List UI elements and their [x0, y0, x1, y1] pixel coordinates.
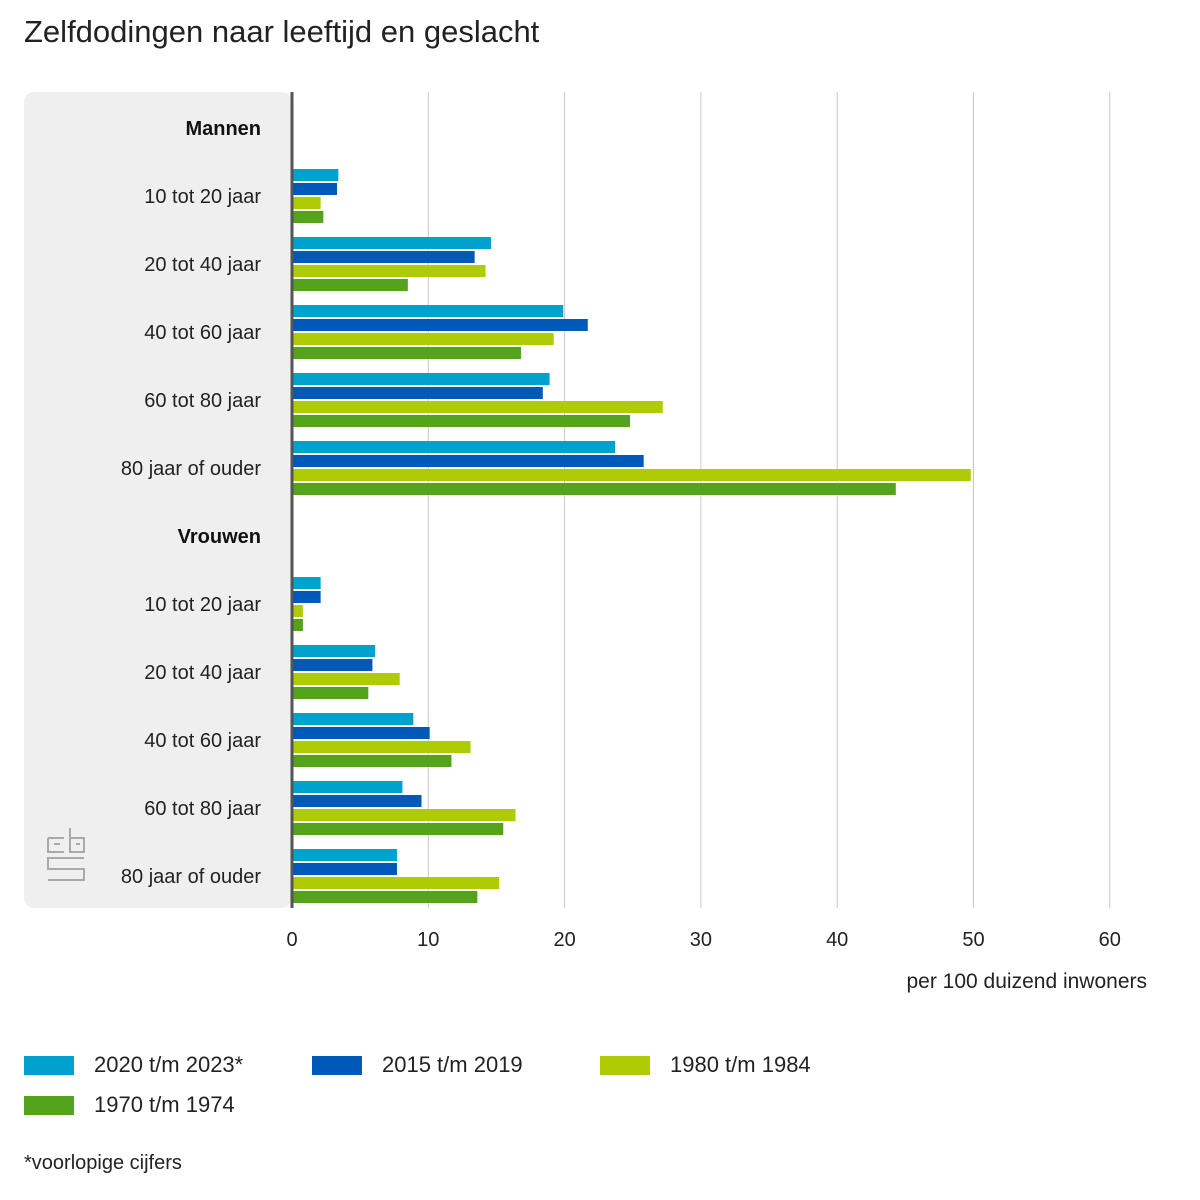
bar-1-1-3: [292, 687, 369, 699]
bar-1-4-2: [292, 877, 500, 889]
legend-label-2: 1980 t/m 1984: [670, 1052, 811, 1077]
label-panel: [24, 92, 292, 908]
bar-0-2-1: [292, 319, 588, 331]
legend-swatch-2: [600, 1055, 650, 1075]
bar-0-3-2: [292, 401, 663, 413]
legend-label-1: 2015 t/m 2019: [382, 1052, 523, 1077]
bar-0-4-0: [292, 441, 616, 453]
legend-label-3: 1970 t/m 1974: [94, 1092, 235, 1117]
bar-0-0-0: [292, 169, 339, 181]
legend-swatch-3: [24, 1095, 74, 1115]
bar-1-4-0: [292, 849, 397, 861]
bar-1-2-0: [292, 713, 414, 725]
bar-0-4-3: [292, 483, 896, 495]
bar-0-2-0: [292, 305, 564, 317]
category-label-1-1: 20 tot 40 jaar: [144, 662, 261, 684]
category-label-1-4: 80 jaar of ouder: [121, 866, 261, 888]
bar-1-4-3: [292, 891, 478, 903]
category-label-0-0: 10 tot 20 jaar: [144, 186, 261, 208]
bar-0-0-2: [292, 197, 321, 209]
bar-0-1-2: [292, 265, 486, 277]
group-label-0: Mannen: [185, 118, 261, 140]
bar-0-1-0: [292, 237, 491, 249]
bar-1-0-1: [292, 591, 321, 603]
x-tick-label-0: 0: [286, 929, 297, 951]
x-tick-label-30: 30: [690, 929, 712, 951]
bar-0-1-1: [292, 251, 475, 263]
x-tick-label-10: 10: [417, 929, 439, 951]
bar-chart: 0 10 20 30 40 50 60 per 100 duizend inwoners Man…: [24, 92, 1148, 993]
bar-1-1-1: [292, 659, 373, 671]
x-tick-label-50: 50: [962, 929, 984, 951]
bar-0-4-2: [292, 469, 971, 481]
category-label-0-3: 60 tot 80 jaar: [144, 390, 261, 412]
bar-1-1-2: [292, 673, 400, 685]
x-tick-label-20: 20: [553, 929, 575, 951]
legend-label-0: 2020 t/m 2023*: [94, 1052, 244, 1077]
bar-1-0-2: [292, 605, 303, 617]
logo-stroke-0: [47, 837, 64, 853]
legend-item-3: 1970 t/m 1974: [24, 1092, 235, 1118]
bar-1-3-0: [292, 781, 403, 793]
group-label-1: Vrouwen: [178, 526, 261, 548]
category-label-0-1: 20 tot 40 jaar: [144, 254, 261, 276]
footnote: *voorlopige cijfers: [24, 1152, 182, 1174]
x-tick-label-60: 60: [1099, 929, 1121, 951]
bar-1-2-1: [292, 727, 430, 739]
x-tick-label-40: 40: [826, 929, 848, 951]
bar-0-3-1: [292, 387, 543, 399]
bar-0-4-1: [292, 455, 644, 467]
bar-0-2-2: [292, 333, 554, 345]
bar-0-2-3: [292, 347, 521, 359]
bar-0-0-1: [292, 183, 337, 195]
category-label-1-2: 40 tot 60 jaar: [144, 730, 261, 752]
cbs-logo-icon: [47, 828, 85, 881]
bar-0-3-0: [292, 373, 550, 385]
bar-1-2-2: [292, 741, 471, 753]
bar-0-3-3: [292, 415, 631, 427]
bar-0-0-3: [292, 211, 324, 223]
category-label-0-2: 40 tot 60 jaar: [144, 322, 261, 344]
bar-1-3-3: [292, 823, 504, 835]
logo-stroke-1: [69, 828, 85, 853]
bar-1-1-0: [292, 645, 376, 657]
bar-0-1-3: [292, 279, 408, 291]
x-axis-label: per 100 duizend inwoners: [907, 970, 1148, 993]
bar-1-0-0: [292, 577, 321, 589]
logo-stroke-2: [47, 857, 85, 881]
bar-1-2-3: [292, 755, 452, 767]
bar-1-3-2: [292, 809, 516, 821]
category-label-0-4: 80 jaar of ouder: [121, 458, 261, 480]
bar-1-0-3: [292, 619, 303, 631]
chart-title: Zelfdodingen naar leeftijd en geslacht: [24, 14, 540, 49]
legend-item-1: 2015 t/m 2019: [312, 1052, 523, 1078]
legend-swatch-1: [312, 1055, 362, 1075]
legend-item-0: 2020 t/m 2023*: [24, 1052, 243, 1078]
category-label-1-0: 10 tot 20 jaar: [144, 594, 261, 616]
bar-1-4-1: [292, 863, 397, 875]
legend-item-2: 1980 t/m 1984: [600, 1052, 811, 1078]
legend-swatch-0: [24, 1055, 74, 1075]
bar-1-3-1: [292, 795, 422, 807]
category-label-1-3: 60 tot 80 jaar: [144, 798, 261, 820]
